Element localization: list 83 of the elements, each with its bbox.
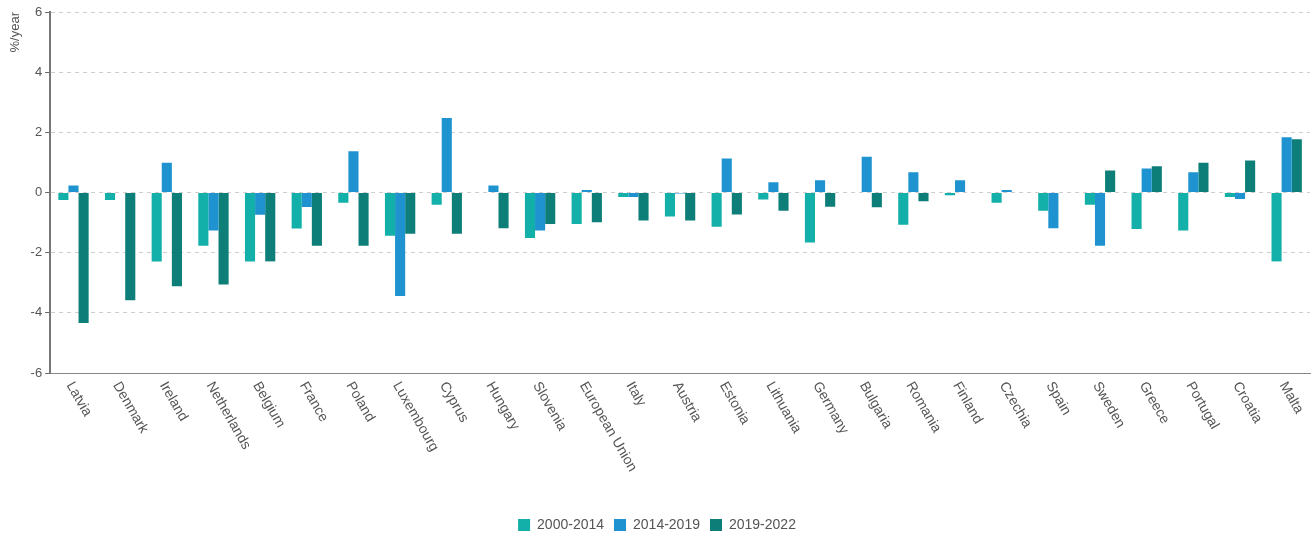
bar [1038,193,1049,211]
bar [861,156,872,192]
bar [58,193,69,201]
bar [488,185,499,192]
bar [825,193,836,207]
bar [524,193,536,238]
bar [1141,168,1152,192]
y-tick-label: 6 [34,3,43,19]
bar [265,193,276,262]
bar [151,193,162,262]
bar [1188,172,1199,192]
bar [161,162,172,192]
bar [218,193,229,285]
bar [1131,193,1142,229]
bar [1224,193,1235,198]
bar [208,193,219,231]
bar [918,193,929,202]
bar [591,193,602,223]
bar [78,193,89,324]
bar [571,193,582,225]
bar [441,117,452,192]
bar [171,193,182,287]
bar [348,151,359,192]
y-tick-label: -6 [30,364,43,380]
bar [1105,170,1116,192]
bar [664,193,676,217]
bar [871,193,882,208]
bar [301,193,312,207]
bar [898,193,909,225]
bar [498,193,509,229]
bar [405,193,416,234]
bar [638,193,649,221]
bar [358,193,369,246]
bar [1291,139,1302,192]
bar [535,193,546,231]
bar [954,180,966,192]
y-tick-label: 0 [34,184,43,200]
bar [451,193,462,234]
bar [815,180,826,192]
bar [104,193,116,201]
bar [685,193,696,221]
bar [255,193,266,215]
bar [384,193,396,236]
bar [311,193,322,246]
legend-label: 2000-2014 [537,515,605,532]
y-tick-label: 2 [34,123,43,139]
bar [908,172,919,192]
bar [721,158,732,192]
bar [1234,193,1246,200]
bar [1048,193,1059,229]
legend-label: 2014-2019 [633,515,701,532]
bar [1271,193,1282,262]
bar [944,193,955,196]
bar [545,193,556,225]
bar [338,193,349,203]
bar [778,193,789,211]
bar [431,193,442,205]
bar [711,193,722,227]
bar [1178,193,1189,231]
bar [618,193,629,198]
bar [1094,193,1106,246]
y-tick-label: -4 [30,304,43,320]
y-tick-label: 4 [34,63,43,79]
bar [1245,160,1256,192]
bar [395,193,406,296]
bar [68,185,79,192]
bar [731,193,742,215]
bar [1151,166,1162,192]
bar [628,193,639,198]
bar [1198,162,1209,192]
bar [1084,193,1095,205]
bar [291,193,302,229]
bar [768,182,779,192]
bar [804,193,816,243]
bar [198,193,209,246]
bar [991,193,1002,203]
bar [758,193,769,200]
bar [1281,137,1292,192]
legend-label: 2019-2022 [728,515,797,532]
y-tick-label: -2 [30,244,43,260]
bar [244,193,256,262]
y-axis-title: %/year [7,11,23,53]
bar [125,193,136,301]
